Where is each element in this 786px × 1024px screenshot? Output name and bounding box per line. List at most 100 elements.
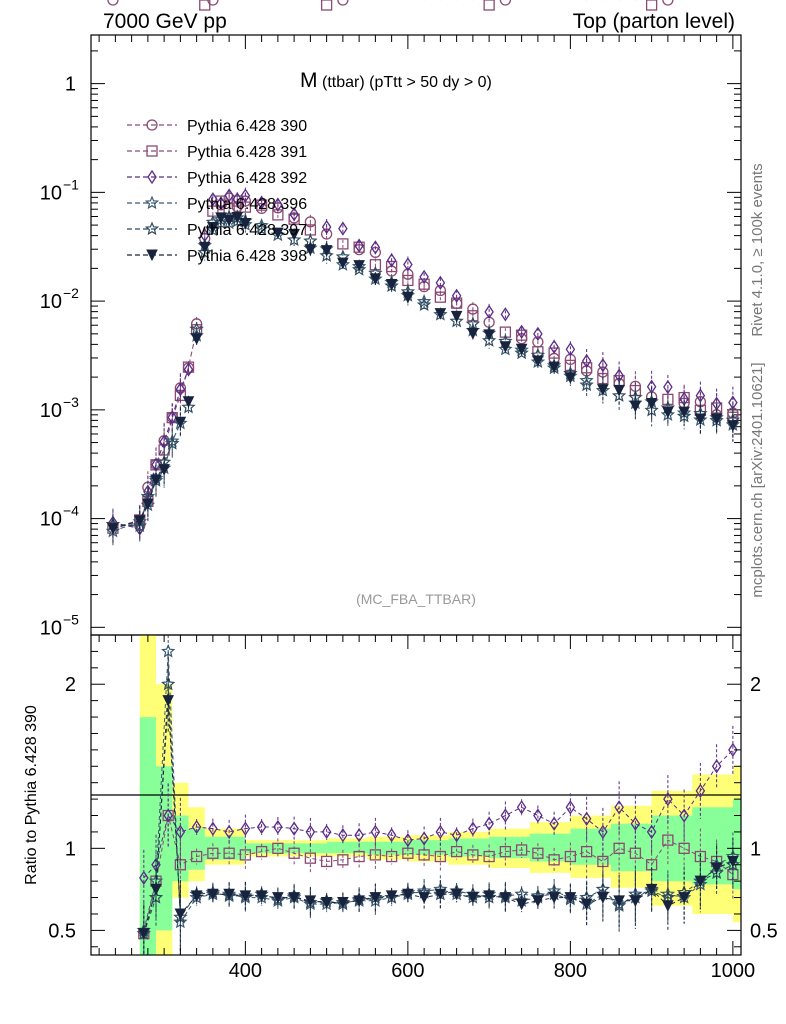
ratio-data-point bbox=[255, 845, 268, 858]
ratio-data-point bbox=[304, 895, 317, 907]
y-tick-exponent: −1 bbox=[63, 176, 79, 192]
y-tick-exponent: −4 bbox=[63, 503, 79, 519]
ratio-data-point bbox=[564, 892, 577, 904]
legend-label: Pythia 6.428 398 bbox=[187, 248, 307, 265]
series-line bbox=[112, 369, 190, 530]
legend-label: Pythia 6.428 397 bbox=[187, 222, 307, 239]
ratio-band-yellow bbox=[139, 635, 742, 955]
watermark: (MC_FBA_TTBAR) bbox=[356, 591, 476, 607]
data-point bbox=[467, 310, 479, 322]
legend-label: Pythia 6.428 391 bbox=[187, 144, 307, 161]
ratio-data-point bbox=[646, 824, 657, 840]
y-tick-exponent: −3 bbox=[63, 394, 79, 410]
data-point bbox=[181, 399, 196, 414]
legend-marker bbox=[144, 221, 160, 236]
ratio-panel: 0.5 0.5 1 1 2 2 400 600 800 1000 Ratio to Pythia… bbox=[23, 35, 778, 982]
y-tick-label: 1 bbox=[65, 74, 76, 96]
ratio-data-point bbox=[549, 816, 559, 831]
ratio-data-point bbox=[386, 828, 397, 843]
data-point bbox=[678, 406, 690, 419]
data-point bbox=[515, 329, 528, 341]
data-point bbox=[580, 362, 593, 374]
data-point bbox=[337, 238, 349, 250]
data-point bbox=[215, 212, 227, 224]
ratio-data-point bbox=[288, 847, 300, 859]
data-point bbox=[304, 216, 317, 228]
ratio-data-point bbox=[207, 847, 219, 859]
ratio-data-point bbox=[548, 892, 560, 904]
ratio-band-green bbox=[139, 717, 742, 955]
ratio-data-point bbox=[663, 791, 673, 807]
data-point bbox=[320, 0, 333, 11]
ratio-data-point bbox=[434, 850, 447, 863]
ratio-data-point bbox=[163, 808, 173, 823]
legend-label: Pythia 6.428 392 bbox=[187, 170, 307, 187]
data-point bbox=[216, 196, 226, 211]
legend-marker bbox=[144, 195, 160, 210]
ratio-series-line bbox=[143, 700, 734, 934]
ratio-data-point bbox=[450, 888, 463, 901]
ratio-data-point bbox=[175, 824, 186, 840]
ratio-data-point bbox=[662, 900, 674, 912]
legend-label: Pythia 6.428 396 bbox=[187, 196, 307, 213]
ratio-data-point bbox=[337, 896, 349, 909]
data-point bbox=[231, 212, 244, 224]
ratio-data-point bbox=[190, 850, 203, 863]
ratio-data-point bbox=[483, 850, 495, 863]
ratio-data-point bbox=[662, 834, 674, 846]
ratio-data-point bbox=[353, 850, 365, 863]
x-tick-label: 1000 bbox=[711, 960, 756, 982]
data-point bbox=[158, 464, 170, 476]
main-yticks: 10 −510 −410 −310 −210 −11 bbox=[40, 50, 741, 639]
data-point bbox=[434, 291, 447, 303]
data-point bbox=[175, 382, 186, 397]
ratio-data-point bbox=[239, 890, 252, 903]
ratio-bands bbox=[139, 635, 742, 955]
header-right: Top (parton level) bbox=[573, 10, 735, 33]
ratio-data-point bbox=[598, 824, 608, 840]
data-point bbox=[223, 214, 235, 227]
ratio-data-point bbox=[418, 849, 430, 861]
data-point bbox=[613, 384, 625, 397]
data-point bbox=[337, 0, 349, 6]
ratio-data-point bbox=[484, 816, 494, 831]
ratio-data-point bbox=[305, 824, 316, 840]
data-point bbox=[385, 260, 398, 273]
data-point bbox=[676, 408, 692, 423]
data-point bbox=[548, 361, 560, 374]
legend-label: Pythia 6.428 390 bbox=[187, 118, 307, 135]
main-curves bbox=[105, 0, 741, 546]
data-point bbox=[483, 0, 495, 11]
data-point bbox=[254, 221, 269, 236]
data-point bbox=[256, 195, 267, 210]
ratio-data-point bbox=[337, 854, 349, 866]
data-point bbox=[663, 379, 673, 395]
data-point bbox=[183, 362, 194, 377]
data-point bbox=[232, 192, 243, 207]
ratio-series-line bbox=[143, 651, 734, 931]
data-point bbox=[500, 307, 511, 322]
ratio-y-tick-label: 0.5 bbox=[48, 920, 76, 942]
data-point bbox=[167, 410, 178, 425]
ratio-data-point bbox=[354, 828, 364, 843]
data-point bbox=[370, 240, 381, 255]
data-point bbox=[240, 188, 251, 203]
ratio-data-point bbox=[597, 892, 609, 904]
data-point bbox=[142, 498, 154, 511]
y-tick-label: 10 bbox=[40, 291, 62, 313]
data-point bbox=[304, 244, 317, 256]
data-point bbox=[645, 397, 658, 410]
data-point bbox=[450, 297, 463, 309]
legend-marker bbox=[146, 249, 158, 262]
ratio-data-point bbox=[240, 821, 251, 836]
y-tick-label: 10 bbox=[40, 509, 62, 531]
rivet-label: Rivet 4.1.0, ≥ 100k events bbox=[749, 163, 766, 336]
data-point bbox=[597, 384, 609, 396]
data-point bbox=[662, 406, 674, 419]
ratio-data-point bbox=[288, 892, 300, 904]
data-point bbox=[150, 474, 162, 487]
data-point bbox=[548, 347, 560, 359]
data-point bbox=[515, 343, 528, 356]
data-point bbox=[565, 342, 576, 357]
ratio-data-point bbox=[467, 849, 479, 861]
